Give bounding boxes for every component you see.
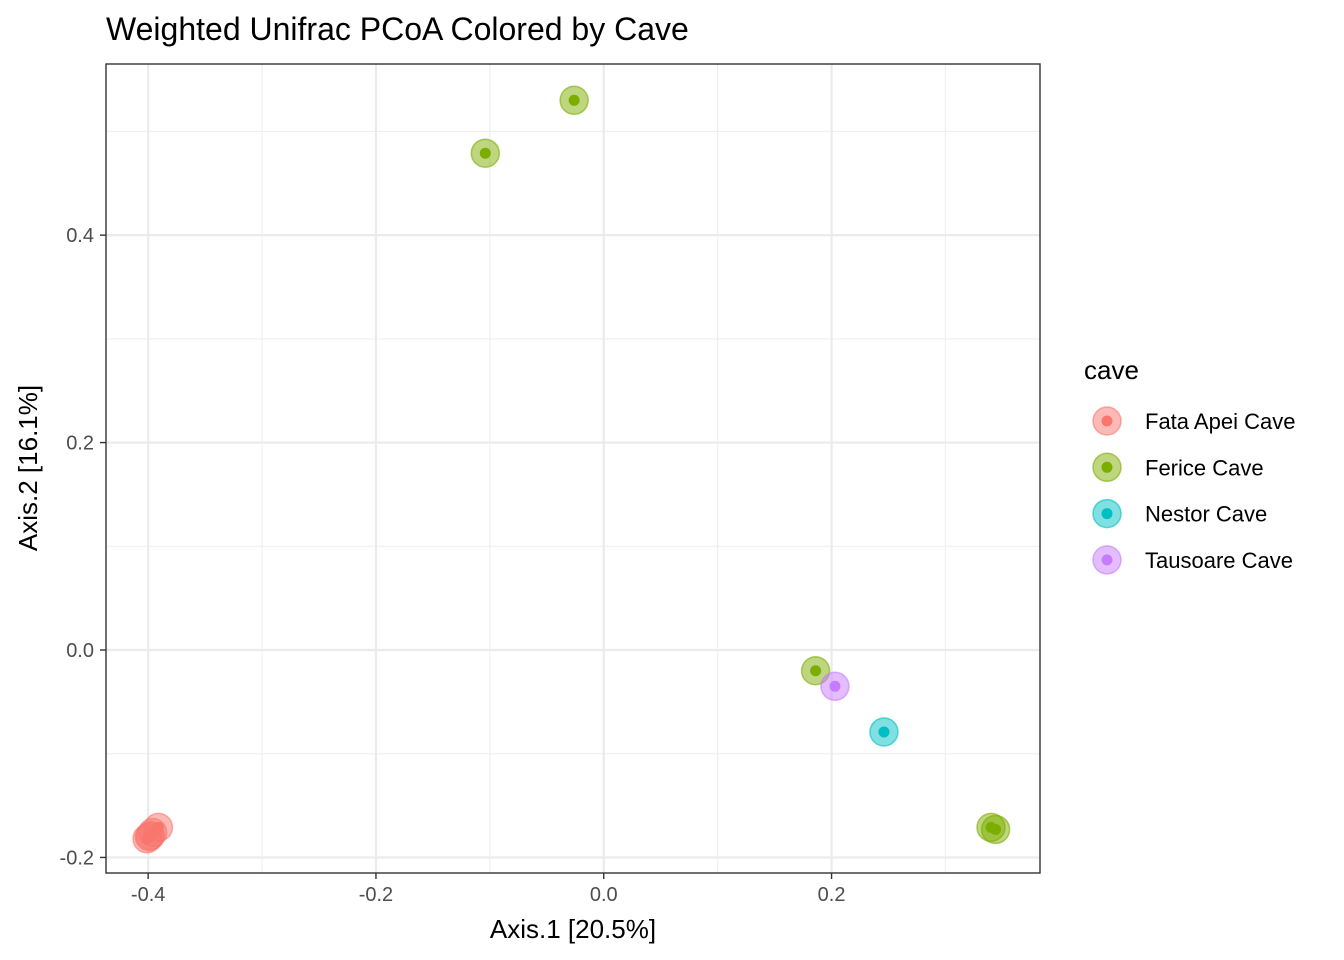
legend-key-core xyxy=(1101,415,1113,427)
legend-item: Fata Apei Cave xyxy=(1092,406,1295,436)
legend: cave Fata Apei Cave Ferice Cave Nestor Cav… xyxy=(1084,355,1295,575)
x-tick-label: -0.2 xyxy=(359,884,393,906)
data-points xyxy=(132,85,1011,854)
plot-panel xyxy=(105,63,1041,874)
x-tick-label: 0.2 xyxy=(818,884,846,906)
point-core xyxy=(990,823,1002,835)
legend-label: Fata Apei Cave xyxy=(1145,409,1295,434)
data-point xyxy=(980,814,1011,845)
data-point xyxy=(470,138,501,168)
y-tick-label: 0.0 xyxy=(66,640,94,662)
legend-item: Tausoare Cave xyxy=(1092,545,1293,575)
y-tick-label: 0.2 xyxy=(66,433,94,455)
x-axis-title: Axis.1 [20.5%] xyxy=(490,914,656,944)
point-core xyxy=(829,680,841,692)
legend-label: Nestor Cave xyxy=(1145,502,1267,527)
data-point xyxy=(135,820,166,851)
point-core xyxy=(810,665,822,677)
legend-key-core xyxy=(1101,554,1113,566)
point-core xyxy=(878,726,890,738)
data-point xyxy=(820,671,850,702)
data-point xyxy=(559,85,589,116)
x-tick-label: 0.0 xyxy=(590,884,618,906)
legend-items: Fata Apei Cave Ferice Cave Nestor Cave Taus… xyxy=(1092,406,1295,575)
plot-background xyxy=(106,64,1040,873)
point-core xyxy=(568,94,580,106)
y-tick-label: -0.2 xyxy=(60,847,94,869)
minor-gridlines xyxy=(106,64,1040,873)
y-tick-label: 0.4 xyxy=(66,225,94,247)
legend-item: Ferice Cave xyxy=(1092,452,1264,483)
data-point xyxy=(869,717,899,747)
legend-label: Tausoare Cave xyxy=(1145,548,1293,573)
x-axis: -0.4 -0.2 0.0 0.2 xyxy=(131,873,846,906)
data-point xyxy=(800,656,831,686)
legend-title: cave xyxy=(1084,355,1139,385)
legend-label: Ferice Cave xyxy=(1145,455,1264,480)
point-core xyxy=(144,830,156,842)
legend-key-core xyxy=(1101,508,1113,520)
legend-key-core xyxy=(1101,461,1113,473)
legend-item: Nestor Cave xyxy=(1092,498,1267,529)
y-axis: -0.2 0.0 0.2 0.4 xyxy=(60,225,106,869)
point-core xyxy=(479,147,491,159)
y-axis-title: Axis.2 [16.1%] xyxy=(13,385,43,551)
major-gridlines xyxy=(106,64,1040,873)
x-tick-label: -0.4 xyxy=(131,884,165,906)
plot-border xyxy=(105,63,1041,874)
chart-title: Weighted Unifrac PCoA Colored by Cave xyxy=(106,11,689,47)
